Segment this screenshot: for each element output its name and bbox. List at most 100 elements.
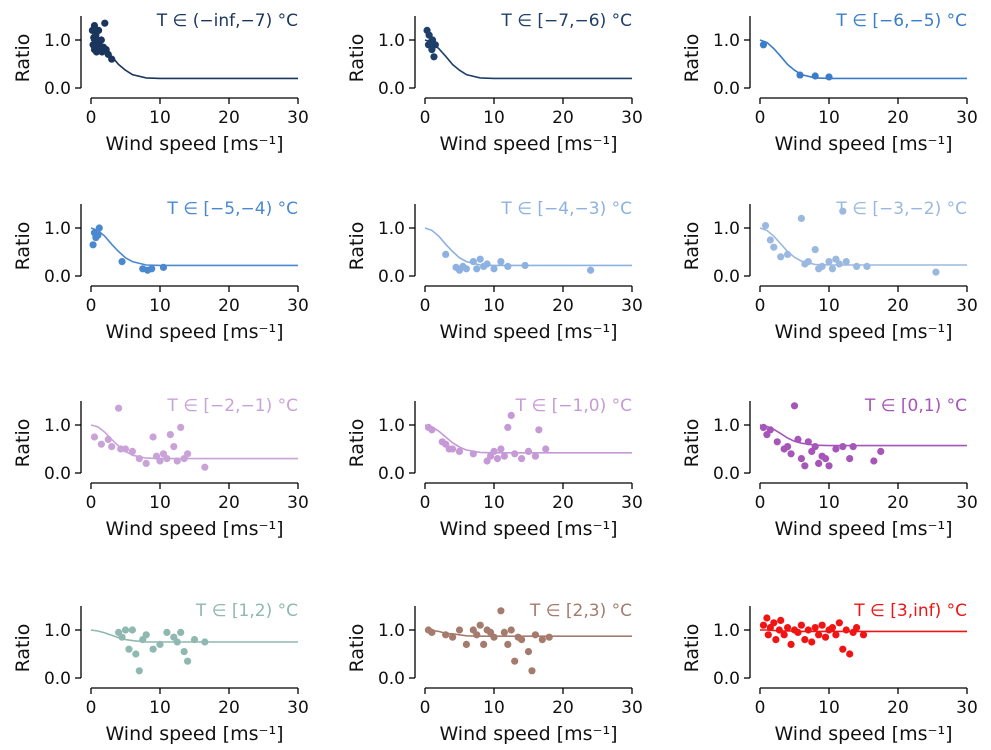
x-tick-label: 0 xyxy=(420,698,431,718)
x-tick-label: 0 xyxy=(420,493,431,513)
data-point xyxy=(115,404,123,412)
panel-title: T ∈ (−inf,−7) °C xyxy=(156,11,298,31)
fit-curve xyxy=(759,227,967,266)
x-tick-label: 30 xyxy=(621,698,643,718)
panel-title: T ∈ [−7,−6) °C xyxy=(500,11,632,31)
data-point xyxy=(462,640,470,649)
data-point xyxy=(811,624,819,632)
fit-curve xyxy=(90,629,298,643)
data-point xyxy=(504,423,512,431)
fit-curve xyxy=(90,39,298,80)
data-point xyxy=(97,36,105,44)
x-tick-label: 10 xyxy=(149,493,171,513)
data-point xyxy=(784,443,792,451)
x-tick-label: 10 xyxy=(818,698,840,718)
data-point xyxy=(142,459,150,467)
data-point xyxy=(763,614,771,622)
data-point xyxy=(587,266,595,274)
data-point xyxy=(476,255,484,263)
y-axis-label: Ratio xyxy=(12,624,34,673)
y-tick-label: 1.0 xyxy=(713,621,740,641)
y-tick-label: 0.0 xyxy=(713,464,740,484)
x-tick-label: 30 xyxy=(956,493,978,513)
x-tick-label: 0 xyxy=(755,698,766,718)
x-tick-label: 20 xyxy=(887,493,909,513)
panel-title: T ∈ [−1,0) °C xyxy=(515,396,632,416)
x-tick-label: 20 xyxy=(887,296,909,316)
data-point xyxy=(94,26,103,34)
data-point xyxy=(773,438,781,446)
data-point xyxy=(870,457,878,465)
data-point xyxy=(493,455,502,463)
x-axis-label: Wind speed [ms⁻¹] xyxy=(105,518,283,540)
y-tick-label: 0.0 xyxy=(713,79,740,99)
x-tick-label: 30 xyxy=(287,698,309,718)
x-tick-label: 20 xyxy=(552,296,574,316)
data-point xyxy=(507,626,515,634)
data-point xyxy=(449,445,457,453)
data-point xyxy=(828,265,837,273)
fit-curve xyxy=(424,424,632,454)
x-tick-label: 10 xyxy=(483,493,505,513)
data-point xyxy=(455,447,464,455)
data-point xyxy=(538,636,546,644)
data-point xyxy=(825,258,833,266)
data-point xyxy=(524,447,533,455)
y-tick-label: 0.0 xyxy=(713,267,740,287)
x-tick-label: 20 xyxy=(218,698,240,718)
data-point xyxy=(832,445,840,453)
data-point xyxy=(184,450,192,458)
data-point xyxy=(770,619,778,627)
x-tick-label: 10 xyxy=(483,698,505,718)
x-tick-label: 30 xyxy=(287,296,309,316)
data-point xyxy=(473,265,481,273)
y-axis-label: Ratio xyxy=(346,34,368,83)
data-point xyxy=(759,41,768,49)
fit-curve xyxy=(424,629,632,637)
x-tick-label: 20 xyxy=(887,108,909,128)
data-point xyxy=(797,455,806,463)
x-tick-label: 10 xyxy=(818,296,840,316)
y-axis-label: Ratio xyxy=(346,624,368,673)
x-tick-label: 20 xyxy=(218,296,240,316)
x-axis-label: Wind speed [ms⁻¹] xyxy=(774,723,952,745)
data-point xyxy=(128,447,136,455)
y-tick-label: 0.0 xyxy=(378,669,405,689)
data-point xyxy=(775,626,783,634)
y-axis-label: Ratio xyxy=(346,419,368,468)
data-point xyxy=(524,648,533,656)
data-point xyxy=(480,640,488,649)
data-point xyxy=(101,19,109,27)
x-tick-label: 20 xyxy=(552,698,574,718)
data-point xyxy=(932,268,940,276)
x-tick-label: 10 xyxy=(149,108,171,128)
y-tick-label: 1.0 xyxy=(713,219,740,239)
x-tick-label: 0 xyxy=(86,296,97,316)
data-point xyxy=(815,459,823,467)
data-point xyxy=(511,657,519,665)
panel-title: T ∈ [1,2) °C xyxy=(195,601,298,621)
y-tick-label: 0.0 xyxy=(44,669,71,689)
x-tick-label: 30 xyxy=(956,296,978,316)
data-point xyxy=(815,631,823,639)
x-axis-label: Wind speed [ms⁻¹] xyxy=(439,723,617,745)
data-point xyxy=(170,443,178,451)
data-point xyxy=(121,626,130,634)
x-tick-label: 30 xyxy=(956,108,978,128)
fit-curve xyxy=(760,629,967,633)
x-tick-label: 20 xyxy=(887,698,909,718)
x-axis-label: Wind speed [ms⁻¹] xyxy=(774,321,952,343)
data-point xyxy=(97,440,105,448)
data-point xyxy=(497,607,505,615)
x-tick-label: 30 xyxy=(287,493,309,513)
y-tick-label: 1.0 xyxy=(44,416,71,436)
y-tick-label: 0.0 xyxy=(378,267,405,287)
data-point xyxy=(846,650,854,658)
panel-title: T ∈ [−5,−4) °C xyxy=(166,199,298,219)
x-axis-label: Wind speed [ms⁻¹] xyxy=(439,518,617,540)
data-point xyxy=(497,258,505,266)
data-point xyxy=(442,250,450,258)
